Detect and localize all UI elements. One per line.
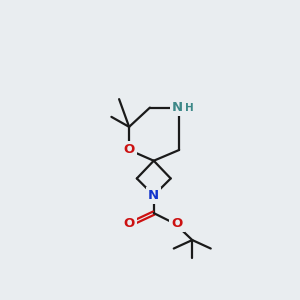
- Text: O: O: [124, 218, 135, 230]
- Text: O: O: [124, 143, 135, 157]
- Text: N: N: [148, 189, 159, 202]
- Text: H: H: [184, 103, 193, 112]
- Text: N: N: [172, 101, 183, 114]
- Text: O: O: [171, 218, 182, 230]
